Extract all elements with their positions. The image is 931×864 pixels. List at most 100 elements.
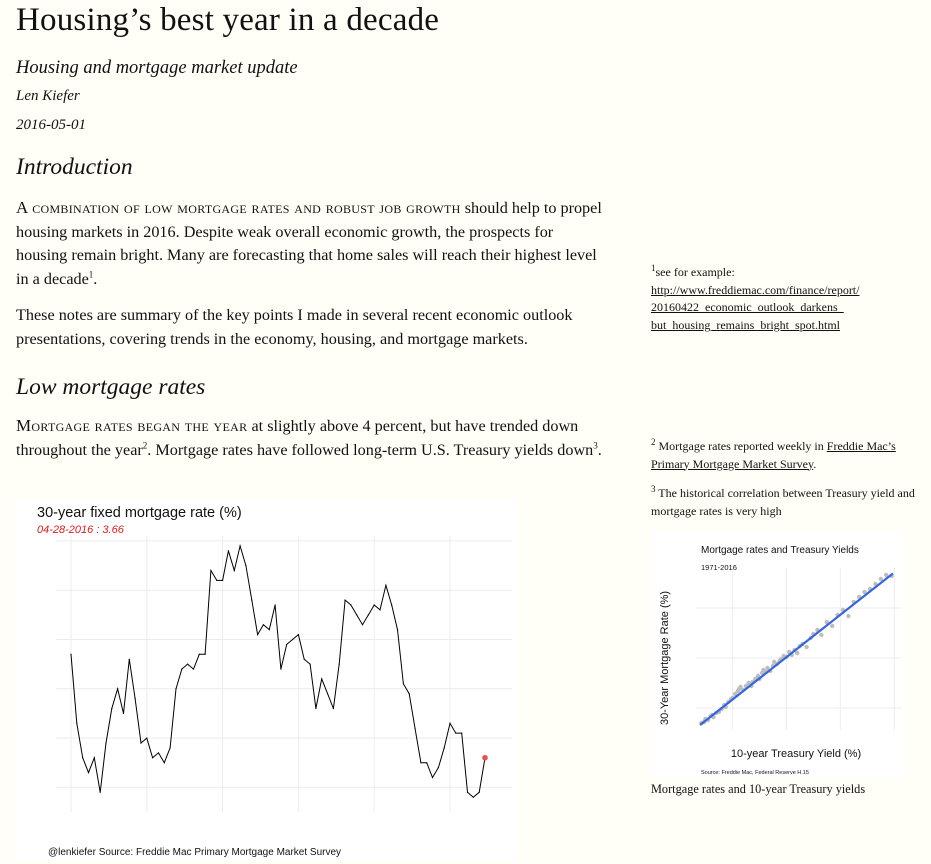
rate-point bbox=[233, 569, 235, 572]
figure-caption: Mortgage rates and 10-year Treasury yiel… bbox=[651, 782, 866, 796]
footnote-ref-3[interactable]: 3 bbox=[593, 440, 598, 451]
scatter-caption: Source: Freddie Mac, Federal Reserve H.1… bbox=[701, 770, 809, 776]
rate-point bbox=[356, 614, 358, 616]
rate-point bbox=[396, 629, 399, 631]
rate-point bbox=[245, 564, 247, 567]
rate-point bbox=[297, 633, 300, 636]
rate-point bbox=[210, 569, 212, 572]
intro-paragraph-1: A combination of low mortgage rates and … bbox=[16, 198, 602, 288]
scatter-point bbox=[765, 665, 770, 671]
rate-point bbox=[82, 757, 84, 759]
last-value-point bbox=[482, 754, 488, 761]
scatter-point bbox=[846, 613, 851, 619]
rate-point bbox=[76, 722, 78, 724]
scatter-y-axis-label: 30-Year Mortgage Rate (%) bbox=[659, 591, 671, 725]
rate-point bbox=[461, 732, 463, 734]
rate-point bbox=[385, 584, 387, 586]
rate-point bbox=[187, 663, 189, 665]
rate-point bbox=[157, 752, 160, 754]
rate-point bbox=[344, 599, 346, 601]
footnote-ref-1[interactable]: 1 bbox=[88, 269, 94, 280]
rate-point bbox=[87, 771, 90, 774]
rate-point bbox=[198, 653, 200, 655]
rate-point bbox=[70, 653, 72, 655]
page-subtitle: Housing and mortgage market update bbox=[16, 58, 298, 78]
rate-point bbox=[99, 791, 101, 793]
rate-point bbox=[239, 545, 241, 547]
scatter-point bbox=[884, 572, 889, 578]
rate-point bbox=[204, 653, 206, 655]
rate-point bbox=[361, 624, 364, 626]
rate-point bbox=[140, 742, 142, 744]
rate-point bbox=[437, 767, 439, 769]
sidenote-1-link[interactable]: http://www.freddiemac.com/finance/report… bbox=[651, 282, 860, 332]
rate-point bbox=[122, 712, 125, 715]
mortgage-rate-line-chart: 30-year fixed mortgage rate (%) 04-28-20… bbox=[16, 498, 518, 862]
rate-point bbox=[455, 732, 457, 734]
rate-point bbox=[466, 791, 469, 793]
rate-point bbox=[379, 609, 381, 611]
rate-point bbox=[134, 698, 136, 700]
rate-point bbox=[315, 707, 317, 710]
rate-point bbox=[408, 693, 410, 695]
rate-point bbox=[181, 668, 183, 670]
rate-point bbox=[431, 776, 434, 779]
rate-point bbox=[251, 599, 253, 601]
rate-point bbox=[478, 791, 480, 793]
page-title: Housing’s best year in a decade bbox=[16, 2, 440, 38]
rate-point bbox=[291, 638, 294, 641]
rate-point bbox=[146, 737, 148, 739]
author: Len Kiefer bbox=[16, 88, 80, 104]
intro-text: should help to propel housing markets in… bbox=[16, 199, 602, 288]
intro-paragraph-2: These notes are summary of the key point… bbox=[16, 306, 573, 348]
rate-point bbox=[222, 579, 224, 581]
rate-point bbox=[373, 604, 375, 606]
chart-caption: @lenkiefer Source: Freddie Mac Primary M… bbox=[48, 847, 341, 858]
rates-lead-smallcaps: Mortgage rates began the year bbox=[16, 416, 248, 435]
scatter-point bbox=[819, 632, 824, 638]
rate-point bbox=[280, 668, 282, 670]
rate-point bbox=[326, 693, 329, 695]
scatter-subtitle: 1971-2016 bbox=[701, 563, 737, 572]
footnote-ref-2[interactable]: 2 bbox=[142, 440, 148, 451]
mortgage-rate-series-line bbox=[70, 543, 486, 798]
chart-subtitle: 04-28-2016 : 3.66 bbox=[37, 524, 125, 536]
sidenote-1: 1see for example: http://www.freddiemac.… bbox=[651, 263, 860, 332]
rate-point bbox=[286, 643, 288, 646]
intro-lead-smallcaps: A combination of low mortgage rates and … bbox=[16, 198, 461, 217]
scatter-point bbox=[830, 623, 835, 629]
sidenote-2-link[interactable]: Freddie Mac’s Primary Mortgage Market Sur… bbox=[651, 439, 896, 471]
rate-point bbox=[449, 722, 451, 724]
rate-point bbox=[426, 762, 428, 764]
rate-point bbox=[192, 668, 195, 670]
rate-point bbox=[338, 663, 340, 665]
rate-point bbox=[321, 678, 323, 680]
scatter-point bbox=[738, 684, 743, 690]
regression-line bbox=[699, 572, 894, 726]
rate-point bbox=[420, 762, 422, 764]
rate-point bbox=[111, 707, 113, 710]
rate-point bbox=[117, 688, 119, 690]
scatter-point bbox=[795, 650, 800, 656]
rate-point bbox=[128, 658, 130, 660]
scatter-point bbox=[862, 589, 867, 595]
rate-point bbox=[332, 707, 334, 710]
sidenote-3: 3 The historical correlation between Tre… bbox=[651, 484, 915, 518]
rate-point bbox=[216, 579, 218, 581]
rate-point bbox=[402, 683, 404, 685]
rate-point bbox=[262, 624, 265, 626]
rate-point bbox=[309, 663, 311, 665]
rate-point bbox=[414, 727, 416, 729]
rates-paragraph: Mortgage rates began the year at slightl… bbox=[16, 416, 602, 459]
rate-point bbox=[367, 614, 369, 616]
scatter-point bbox=[824, 619, 829, 625]
rate-point bbox=[303, 658, 305, 660]
rate-point bbox=[268, 629, 270, 631]
rate-point bbox=[472, 796, 474, 798]
scatter-point bbox=[732, 691, 738, 697]
rate-point bbox=[93, 757, 95, 759]
section-heading-introduction: Introduction bbox=[16, 154, 133, 180]
rate-point bbox=[391, 604, 393, 606]
scatter-x-axis-label: 10-year Treasury Yield (%) bbox=[731, 748, 861, 760]
rate-point bbox=[350, 604, 352, 606]
